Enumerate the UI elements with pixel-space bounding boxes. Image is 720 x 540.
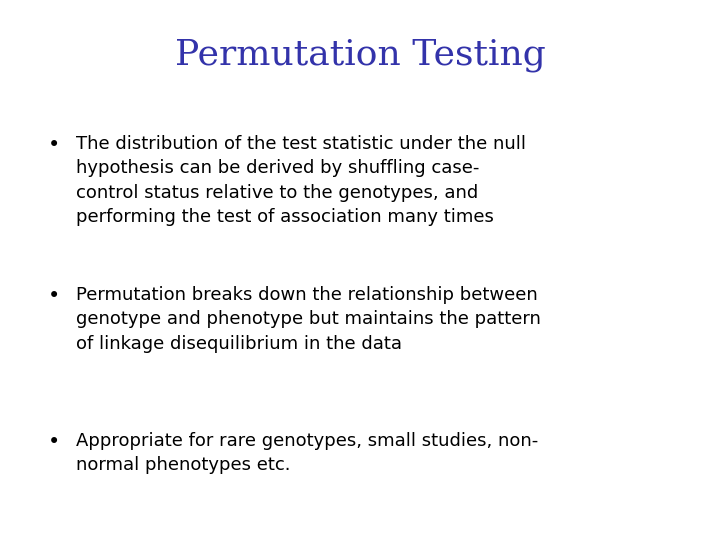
Text: Permutation breaks down the relationship between
genotype and phenotype but main: Permutation breaks down the relationship… — [76, 286, 541, 353]
Text: Appropriate for rare genotypes, small studies, non-
normal phenotypes etc.: Appropriate for rare genotypes, small st… — [76, 432, 538, 474]
Text: Permutation Testing: Permutation Testing — [175, 38, 545, 72]
Text: •: • — [48, 135, 60, 155]
Text: •: • — [48, 286, 60, 306]
Text: The distribution of the test statistic under the null
hypothesis can be derived : The distribution of the test statistic u… — [76, 135, 526, 226]
Text: •: • — [48, 432, 60, 452]
